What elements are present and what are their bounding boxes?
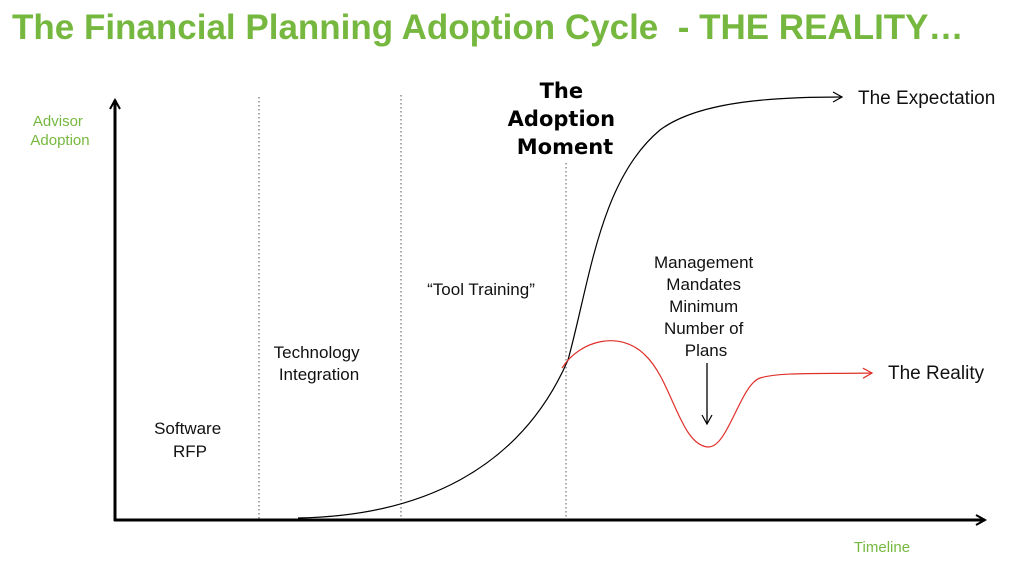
adoption-moment-line-2: Adoption (508, 107, 615, 131)
y-axis-label-line-2: Adoption (30, 132, 89, 149)
management-line-4: Number of (664, 319, 744, 338)
management-mandates-label: Management Mandates Minimum Number of Pl… (654, 253, 758, 360)
y-axis-label: Advisor Adoption (30, 113, 89, 149)
software-rfp-line-2: RFP (173, 442, 207, 461)
tool-training-label: “Tool Training” (427, 280, 535, 299)
technology-integration-label: Technology Integration (274, 343, 365, 384)
adoption-moment-label: The Adoption Moment (508, 79, 623, 159)
x-axis-label: Timeline (854, 539, 910, 556)
slide-title: The Financial Planning Adoption Cycle - … (12, 8, 964, 47)
y-axis-label-line-1: Advisor (33, 113, 83, 130)
management-line-3: Minimum (669, 297, 738, 316)
management-line-5: Plans (685, 341, 728, 360)
reality-curve (561, 340, 874, 448)
technology-integration-line-2: Integration (279, 365, 359, 384)
software-rfp-label: Software RFP (154, 419, 226, 461)
expectation-label: The Expectation (858, 88, 995, 109)
adoption-moment-line-3: Moment (517, 135, 613, 159)
software-rfp-line-1: Software (154, 419, 221, 438)
technology-integration-line-1: Technology (274, 343, 361, 362)
adoption-moment-line-1: The (540, 79, 584, 103)
reality-label: The Reality (888, 363, 985, 384)
expectation-curve (297, 91, 844, 519)
management-line-1: Management (654, 253, 754, 272)
management-line-2: Mandates (666, 275, 741, 294)
